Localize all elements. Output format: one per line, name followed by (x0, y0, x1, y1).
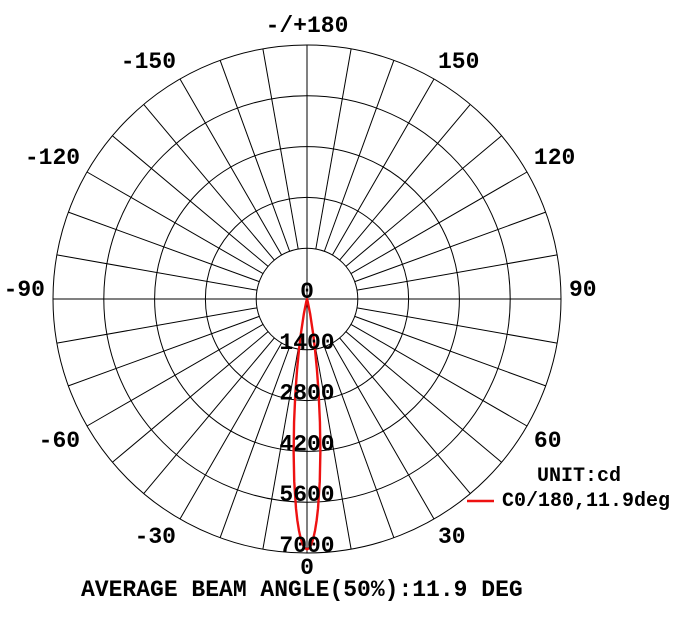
grid-spoke (86, 171, 264, 275)
grid-spoke (331, 342, 435, 520)
radial-tick-label: 2800 (279, 381, 334, 407)
chart-title: AVERAGE BEAM ANGLE(50%):11.9 DEG (81, 577, 523, 603)
angle-label: -150 (121, 49, 176, 75)
radial-tick-label: 0 (300, 279, 314, 305)
angle-label: -30 (135, 524, 176, 550)
grid-spoke (323, 346, 395, 538)
grid-spoke (315, 48, 352, 250)
grid-spoke (56, 254, 258, 291)
grid-spoke (350, 323, 528, 427)
grid-spoke (179, 78, 283, 256)
labels-layer: 0 1400 2800 4200 5600 7000 -/+180 150 120 90 60 30 0… (4, 13, 597, 581)
radial-tick-label: 7000 (279, 533, 334, 559)
beam-curve-layer (292, 297, 322, 551)
angle-label: 30 (438, 524, 466, 550)
angle-label: 150 (438, 49, 479, 75)
grid-spoke (143, 337, 275, 494)
angle-label: -/+180 (266, 13, 349, 39)
grid-spoke (345, 135, 502, 267)
grid-spoke (56, 307, 258, 344)
grid-spoke (262, 348, 299, 550)
grid-spoke (315, 348, 352, 550)
angle-label: -90 (4, 277, 45, 303)
grid-spoke (345, 331, 502, 463)
radial-tick-label: 4200 (279, 431, 334, 457)
grid-spoke (219, 346, 291, 538)
polar-grid (52, 44, 562, 554)
grid-spoke (350, 171, 528, 275)
grid-spoke (143, 104, 275, 261)
grid-spoke (112, 135, 269, 267)
grid-spoke (356, 254, 558, 291)
grid-spoke (68, 315, 260, 387)
angle-label: 60 (534, 428, 562, 454)
angle-label: 120 (534, 145, 575, 171)
legend-series-label: C0/180,11.9deg (502, 490, 670, 513)
angle-label: 90 (569, 277, 597, 303)
grid-spoke (339, 104, 471, 261)
grid-spoke (331, 78, 435, 256)
unit-label: UNIT:cd (537, 465, 621, 488)
grid-spoke (68, 211, 260, 283)
grid-spoke (262, 48, 299, 250)
angle-label: -120 (25, 145, 80, 171)
grid-spoke (86, 323, 264, 427)
grid-spoke (323, 60, 395, 252)
grid-spoke (356, 307, 558, 344)
grid-spoke (112, 331, 269, 463)
angle-label: 0 (300, 555, 314, 581)
radial-tick-label: 5600 (279, 482, 334, 508)
beam-curve (292, 297, 322, 551)
grid-spoke (354, 211, 546, 283)
grid-spoke (354, 315, 546, 387)
angle-label: -60 (39, 428, 80, 454)
grid-spoke (219, 60, 291, 252)
radial-tick-label: 1400 (279, 330, 334, 356)
grid-spoke (339, 337, 471, 494)
grid-spoke (179, 342, 283, 520)
